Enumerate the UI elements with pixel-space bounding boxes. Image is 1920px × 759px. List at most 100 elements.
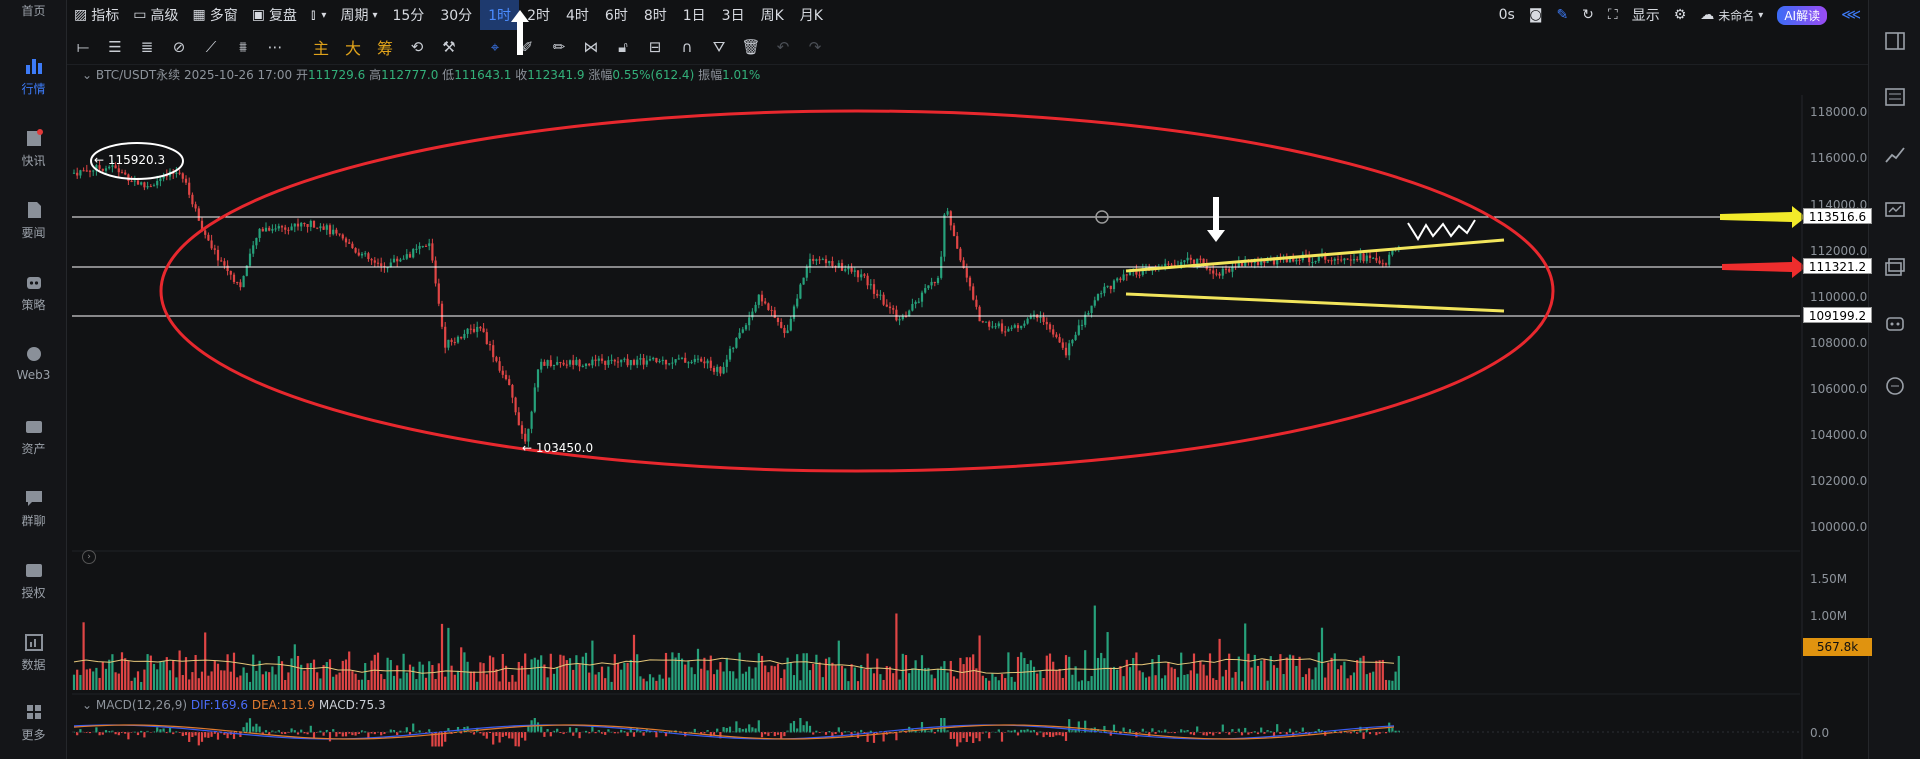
nav-data[interactable]: 数据 xyxy=(0,632,67,673)
volume-bar xyxy=(495,669,498,690)
candle-body xyxy=(927,285,930,289)
camera-icon[interactable]: ◙ xyxy=(1528,7,1543,23)
nav-headlines[interactable]: 要闻 xyxy=(0,200,67,241)
level-handle[interactable] xyxy=(1095,210,1109,224)
nav-assets[interactable]: 资产 xyxy=(0,416,67,457)
price-tick: 100000.0 xyxy=(1810,520,1868,534)
trend-icon[interactable] xyxy=(1883,144,1907,166)
period-6h[interactable]: 6时 xyxy=(604,8,628,24)
adjust-icon[interactable]: ⩩ xyxy=(238,38,247,56)
macd-histogram-bar xyxy=(200,732,204,742)
period-3d[interactable]: 3日 xyxy=(721,8,745,24)
nav-news[interactable]: 快讯 xyxy=(0,128,67,169)
channel-upper-line[interactable] xyxy=(1125,238,1505,273)
period-select[interactable]: 周期 ▾ xyxy=(333,0,384,30)
nav-web3[interactable]: Web3 xyxy=(0,344,67,382)
candle-body xyxy=(610,359,613,361)
candle-body xyxy=(895,309,898,321)
filter-icon[interactable]: ⛛ xyxy=(712,38,726,56)
main-force-icon[interactable]: 主 xyxy=(312,39,329,58)
chart-type-select[interactable]: ⫾ ▾ xyxy=(304,0,334,30)
layout-name: 未命名 xyxy=(1718,8,1755,23)
monitor-icon[interactable] xyxy=(1883,200,1907,222)
sync-icon[interactable]: ⟲ xyxy=(410,38,424,56)
price-chart[interactable] xyxy=(67,0,1868,759)
brush-icon[interactable]: ✐ xyxy=(520,38,534,56)
candle-body xyxy=(258,228,261,238)
macd-histogram-bar xyxy=(79,729,82,733)
collapse-icon[interactable]: ⌄ xyxy=(82,68,93,82)
more-dots-icon[interactable]: ⋯ xyxy=(267,38,283,56)
candle-body xyxy=(293,223,296,227)
orderbook-icon[interactable] xyxy=(1883,86,1907,108)
data-label: 数据 xyxy=(21,658,46,672)
ai-interpret-button[interactable]: AI解读 xyxy=(1770,0,1834,30)
share-icon[interactable]: ⋘ xyxy=(1841,7,1861,23)
nav-chat[interactable]: 群聊 xyxy=(0,488,67,529)
lock-icon[interactable]: 🔓︎ xyxy=(618,38,628,56)
refresh-icon[interactable]: ↻ xyxy=(1582,7,1594,23)
collapse-icon[interactable]: ⌄ xyxy=(82,698,93,712)
highlighter-icon[interactable]: ✏ xyxy=(552,38,566,56)
candle-body xyxy=(1346,258,1349,260)
nav-home[interactable]: 首页 xyxy=(0,2,67,19)
period-4h[interactable]: 4时 xyxy=(565,8,589,24)
measure-icon[interactable]: ⋈ xyxy=(583,38,599,56)
replay-button[interactable]: ▣ 复盘 xyxy=(245,0,304,30)
bot-icon[interactable] xyxy=(1883,313,1907,335)
fullscreen-icon[interactable]: ⛶ xyxy=(1607,7,1618,23)
lines-icon[interactable]: ☰ xyxy=(108,38,122,56)
volume-bar xyxy=(869,668,872,690)
volume-bar xyxy=(236,677,239,690)
layers-icon[interactable] xyxy=(1883,256,1907,278)
trash-icon[interactable]: 🗑︎ xyxy=(741,38,761,56)
undo-icon[interactable]: ↶ xyxy=(776,38,790,56)
panel-icon[interactable] xyxy=(1883,30,1907,52)
macd-histogram-bar xyxy=(1221,724,1224,733)
chip-icon[interactable]: 筹 xyxy=(376,39,393,58)
cursor-icon[interactable]: ⌖ xyxy=(490,38,500,56)
channel-lower-line[interactable] xyxy=(1125,292,1505,313)
ellipse-annotation[interactable] xyxy=(159,109,1555,473)
period-15m[interactable]: 15分 xyxy=(392,8,425,24)
period-1d[interactable]: 1日 xyxy=(682,8,706,24)
volume-bar xyxy=(1077,681,1080,690)
settings-gear-icon[interactable]: ⚙ xyxy=(1673,7,1687,23)
layout-select[interactable]: ☁ 未命名 ▾ xyxy=(1693,0,1770,30)
period-30m[interactable]: 30分 xyxy=(440,8,473,24)
expand-icon[interactable]: › xyxy=(82,550,96,564)
magic-icon[interactable]: ⚒ xyxy=(442,38,456,56)
volume-bar xyxy=(972,654,975,690)
horizontal-segment-icon[interactable]: ⟝ xyxy=(76,38,90,56)
redo-icon[interactable]: ↷ xyxy=(808,38,822,56)
macd-histogram-bar xyxy=(428,729,431,733)
multi-window-button[interactable]: ▦ 多窗 xyxy=(185,0,244,30)
display-button[interactable]: 显示 xyxy=(1631,8,1660,24)
candle-body xyxy=(117,168,120,173)
nav-more[interactable]: 更多 xyxy=(0,702,67,743)
period-2h[interactable]: 2时 xyxy=(527,8,550,24)
period-week[interactable]: 周K xyxy=(760,8,784,24)
big-order-icon[interactable]: 大 xyxy=(344,39,361,58)
magnet-icon[interactable]: ∩ xyxy=(681,38,693,56)
period-month[interactable]: 月K xyxy=(799,8,823,24)
volume-bar xyxy=(488,655,492,690)
volume-bar xyxy=(168,670,172,690)
period-1h[interactable]: 1时 xyxy=(480,0,520,30)
period-8h[interactable]: 8时 xyxy=(643,8,667,24)
pen-icon[interactable]: ✎ xyxy=(1556,7,1569,23)
indicators-button[interactable]: ▨ 指标 xyxy=(67,0,126,30)
advanced-button[interactable]: ▭ 高级 xyxy=(126,0,185,30)
volume-bar xyxy=(1234,671,1237,690)
candle-body xyxy=(796,298,799,307)
nav-market[interactable]: 行情 xyxy=(0,56,67,97)
ruler-icon[interactable]: ⊘ xyxy=(172,38,186,56)
candle-body xyxy=(546,360,549,366)
note-icon[interactable]: ⊟ xyxy=(648,38,662,56)
fib-icon[interactable]: ≣ xyxy=(140,38,154,56)
calculator-icon[interactable] xyxy=(1883,375,1907,397)
trendline-icon[interactable]: ⟋ xyxy=(205,38,217,56)
nav-strategy[interactable]: 策略 xyxy=(0,272,67,313)
nav-auth[interactable]: 授权 xyxy=(0,560,67,601)
candle-body xyxy=(1167,263,1170,265)
